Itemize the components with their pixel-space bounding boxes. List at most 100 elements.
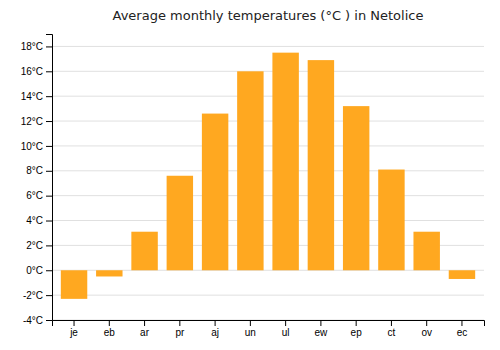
y-tick: 16°C — [21, 66, 52, 77]
y-tick-mark — [46, 320, 52, 321]
x-tick: ar — [140, 320, 150, 338]
y-tick-mark — [46, 146, 52, 147]
grid-line — [52, 96, 484, 97]
x-tick: un — [245, 320, 256, 338]
y-tick-label: 6°C — [26, 190, 43, 201]
x-tick-label: ew — [314, 327, 328, 338]
y-tick-label: -4°C — [23, 315, 43, 326]
bar — [413, 232, 439, 271]
title: Average monthly temperatures (°C ) in Ne… — [113, 8, 424, 23]
y-tick-mark — [46, 295, 52, 296]
y-tick-mark — [46, 121, 52, 122]
x-tick-label: ec — [457, 327, 468, 338]
x-tick: ep — [351, 320, 363, 338]
y-axis-line — [46, 35, 53, 321]
bar — [272, 53, 298, 271]
y-tick-label: 2°C — [26, 240, 43, 251]
y-tick: 4°C — [26, 215, 52, 226]
y-tick-label: 4°C — [26, 215, 43, 226]
y-tick: 18°C — [21, 41, 52, 52]
y-axis: -4°C -2°C 0°C 2°C 4°C 6°C 8°C 10°C 12°C 14°C 16°C 1… — [21, 35, 53, 326]
y-tick: -4°C — [23, 315, 52, 326]
x-tick-label: pr — [175, 327, 185, 338]
x-tick-label: ct — [388, 327, 396, 338]
grid-line — [52, 220, 484, 221]
x-tick-mark — [461, 320, 462, 326]
y-tick-mark — [46, 171, 52, 172]
x-tick-mark — [426, 320, 427, 326]
x-tick-label: un — [245, 327, 256, 338]
bar — [96, 270, 122, 276]
x-tick-label: je — [69, 327, 78, 338]
x-axis-line — [53, 321, 485, 327]
x-tick-label: ar — [140, 327, 150, 338]
grid-line — [52, 46, 484, 47]
y-tick: 14°C — [21, 91, 52, 102]
x-tick: pr — [175, 320, 185, 338]
bars — [61, 53, 475, 299]
y-tick-mark — [46, 245, 52, 246]
grid-line — [52, 145, 484, 146]
y-tick-mark — [46, 46, 52, 47]
x-tick-mark — [320, 320, 321, 326]
bar — [308, 60, 334, 270]
y-tick-mark — [46, 270, 52, 271]
bar — [343, 106, 369, 270]
x-tick-label: ul — [282, 327, 290, 338]
y-tick: 10°C — [21, 141, 52, 152]
grid-line — [52, 170, 484, 171]
y-tick-mark — [46, 196, 52, 197]
x-tick-mark — [109, 320, 110, 326]
x-tick: je — [69, 320, 78, 338]
grid-line — [52, 195, 484, 196]
bar — [237, 71, 263, 270]
grid-line — [52, 121, 484, 122]
x-tick: ew — [314, 320, 328, 338]
x-tick: ec — [457, 320, 468, 338]
x-axis: je eb ar pr aj un ul ew ep ct ov ec — [53, 320, 485, 338]
x-tick-mark — [250, 320, 251, 326]
y-tick-mark — [46, 71, 52, 72]
bar — [167, 176, 193, 271]
grid — [52, 46, 484, 320]
y-tick: 6°C — [26, 190, 52, 201]
x-tick-mark — [285, 320, 286, 326]
bar — [449, 270, 475, 279]
plot: -4°C -2°C 0°C 2°C 4°C 6°C 8°C 10°C 12°C 14°C 16°C 1… — [21, 35, 485, 339]
y-tick-label: 16°C — [21, 66, 43, 77]
y-tick: -2°C — [23, 290, 52, 301]
x-tick-label: ep — [351, 327, 363, 338]
bar — [61, 270, 87, 299]
x-tick-mark — [179, 320, 180, 326]
bar — [131, 232, 157, 271]
x-tick-label: ov — [421, 327, 432, 338]
x-tick-mark — [356, 320, 357, 326]
bar — [202, 114, 228, 271]
x-tick: ul — [282, 320, 290, 338]
grid-line — [52, 295, 484, 296]
y-tick-label: 18°C — [21, 41, 43, 52]
y-tick-mark — [46, 221, 52, 222]
y-tick-label: -2°C — [23, 290, 43, 301]
y-tick: 12°C — [21, 116, 52, 127]
x-tick: ct — [388, 320, 396, 338]
y-tick: 0°C — [26, 265, 52, 276]
bar — [378, 170, 404, 271]
x-tick-mark — [391, 320, 392, 326]
y-tick-label: 0°C — [26, 265, 43, 276]
x-tick-mark — [144, 320, 145, 326]
y-tick: 8°C — [26, 165, 52, 176]
grid-line — [52, 71, 484, 72]
y-tick-label: 12°C — [21, 116, 43, 127]
x-tick: aj — [211, 320, 219, 338]
y-tick: 2°C — [26, 240, 52, 251]
chart: -4°C -2°C 0°C 2°C 4°C 6°C 8°C 10°C 12°C 14°C 16°C 1… — [0, 0, 500, 350]
x-tick-label: eb — [104, 327, 116, 338]
x-tick: eb — [104, 320, 116, 338]
y-tick-label: 10°C — [21, 141, 43, 152]
y-tick-mark — [46, 96, 52, 97]
x-tick: ov — [421, 320, 432, 338]
y-tick-label: 14°C — [21, 91, 43, 102]
y-tick-label: 8°C — [26, 165, 43, 176]
x-tick-label: aj — [211, 327, 219, 338]
